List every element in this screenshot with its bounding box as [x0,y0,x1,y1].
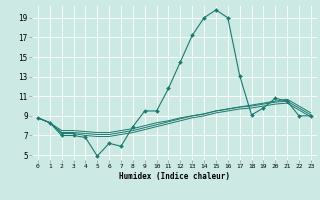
X-axis label: Humidex (Indice chaleur): Humidex (Indice chaleur) [119,172,230,181]
